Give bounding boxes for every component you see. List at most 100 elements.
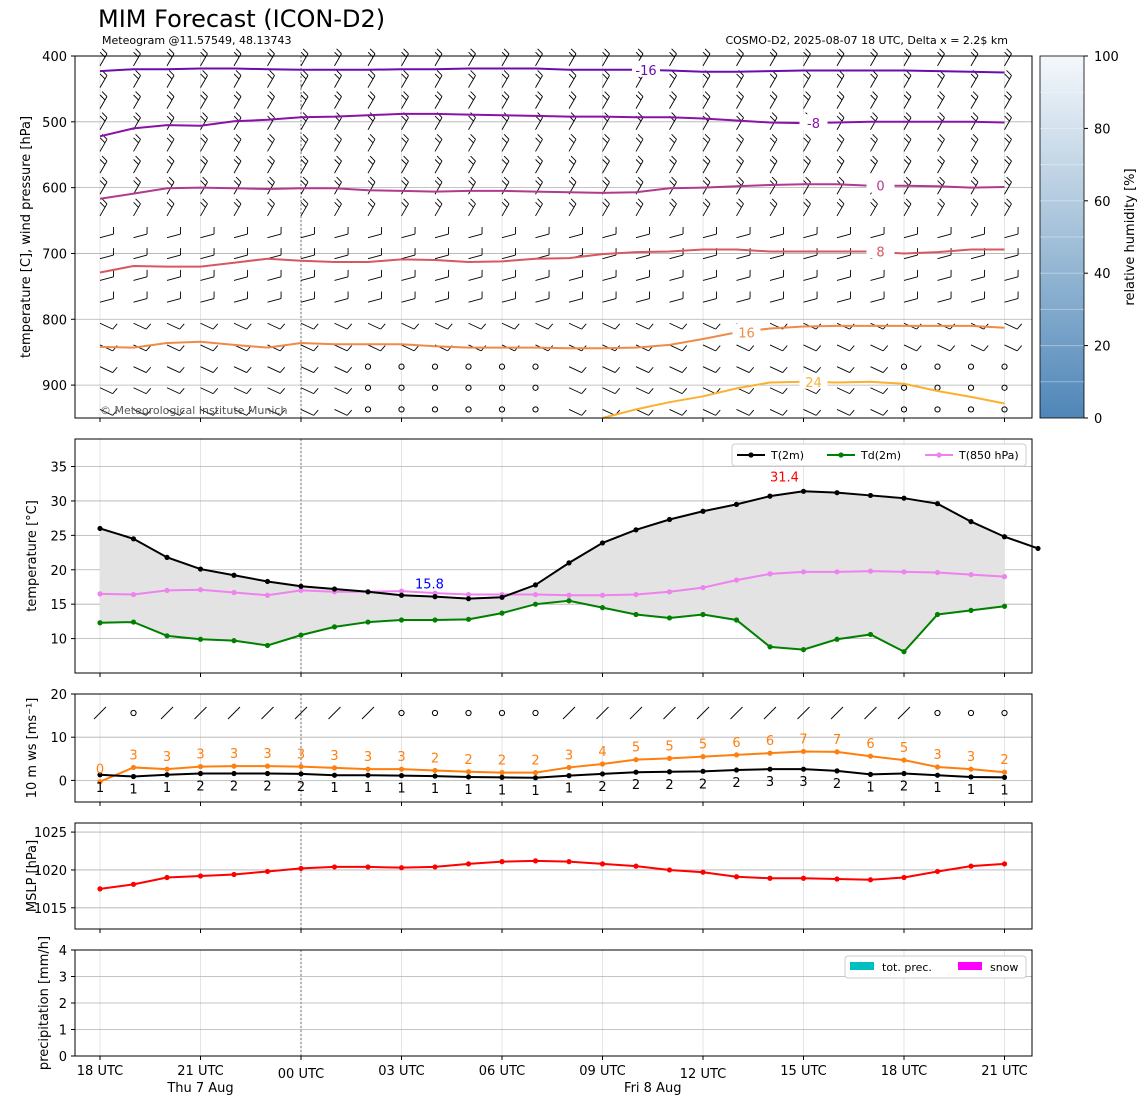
wind-barb [903, 75, 912, 88]
wind-barb [99, 298, 114, 303]
mslp-point [901, 874, 907, 881]
wind-barb-feather [334, 180, 340, 186]
page-title: MIM Forecast (ICON-D2) [98, 5, 386, 33]
wind-barb-feather [704, 155, 711, 162]
humidity-colorbar [1039, 55, 1085, 419]
calm-wind-marker [398, 363, 405, 370]
wind-barb-feather [637, 134, 644, 140]
wind-barb-feather [145, 345, 152, 352]
wind-barb-feather [168, 91, 175, 97]
surface-wind-barb [797, 706, 810, 720]
wind-barb [267, 139, 275, 152]
wind-barb [166, 409, 180, 416]
x-tick-label: 06 UTC [479, 1064, 525, 1079]
mslp-point [599, 861, 606, 867]
wind-barb [903, 276, 918, 281]
gust-point [365, 766, 371, 772]
wind-barb-feather [568, 201, 575, 208]
wind-barb-feather [849, 345, 855, 352]
wind-barb [367, 203, 376, 217]
wind-barb [99, 96, 108, 109]
wind-barb-feather [736, 201, 742, 208]
wind-barb-feather [937, 159, 943, 165]
wind-barb [903, 203, 912, 217]
calm-wind-marker [532, 384, 539, 391]
precip-legend-box [844, 955, 1027, 979]
wind-barb-feather [434, 94, 441, 101]
wind-barb [568, 203, 577, 217]
td2m-point [1001, 603, 1008, 609]
wind-barb-feather [972, 91, 979, 97]
wind-barb [836, 117, 845, 130]
gust-label: 7 [799, 732, 807, 747]
wind-speed-point [97, 772, 103, 778]
wind-barb [133, 344, 147, 352]
wind-barb [535, 203, 543, 217]
wind-barb-feather [983, 345, 989, 352]
wind-barb-feather [771, 112, 778, 118]
td2m-line [99, 599, 1005, 653]
wind-barb [501, 322, 515, 330]
wind-barb [501, 139, 510, 152]
wind-barb-feather [269, 48, 275, 55]
wind-barb-feather [970, 115, 977, 122]
wind-barb-feather [535, 73, 541, 80]
wind-barb [200, 298, 215, 303]
wind-barb-feather [704, 198, 711, 205]
wind-barb-feather [212, 345, 219, 352]
t2m-point [1001, 534, 1008, 540]
wind-barb [535, 160, 543, 174]
wind-barb-feather [937, 115, 943, 122]
mslp-point [566, 859, 572, 865]
wind-barb-feather [403, 70, 409, 76]
wind-barb-feather [233, 201, 240, 208]
calm-wind-marker [364, 384, 372, 391]
wind-barb [937, 298, 952, 303]
gust-label: 3 [565, 748, 573, 763]
wind-barb [99, 254, 114, 260]
wind-barb [334, 160, 342, 174]
wind-barb [602, 139, 610, 152]
wind-barb [233, 409, 247, 416]
wind-barb [200, 160, 208, 174]
wind-barb [166, 96, 175, 109]
wind-barb [367, 75, 376, 88]
wind-barb [568, 96, 577, 109]
wind-barb-feather [202, 70, 208, 76]
surface-wind-barb [261, 706, 274, 720]
wind-barb [267, 276, 282, 281]
wind-barb-feather [916, 345, 922, 352]
wind-barb [300, 366, 314, 373]
wind-barb [233, 254, 248, 260]
wind-barb-feather [346, 366, 353, 373]
gust-label: 4 [598, 745, 606, 760]
wind-barb [300, 160, 309, 174]
wind-barb-feather [537, 70, 543, 76]
wind-barb-feather [671, 134, 677, 140]
wind-barb [334, 298, 349, 303]
wind-barb-feather [367, 137, 374, 144]
x-tick-label: 18 UTC [77, 1064, 123, 1079]
wind-barb-feather [970, 137, 977, 144]
temp-legend: T(2m) Td(2m) T(850 hPa) [731, 443, 1027, 467]
wind-barb [334, 117, 342, 130]
wind-barb-feather [279, 388, 286, 394]
wind-barb-feather [972, 198, 979, 205]
wind-barb-feather [1006, 134, 1012, 140]
wind-barb [669, 276, 684, 281]
wind-barb-feather [168, 134, 175, 140]
t2m-point [867, 492, 874, 499]
gust-point [633, 757, 639, 763]
wind-barb [836, 75, 845, 88]
td2m-point [800, 647, 807, 653]
wind-speed-point [934, 772, 941, 778]
wind-barb-feather [267, 180, 273, 186]
wind-barb [970, 276, 985, 281]
wind-barb-feather [369, 198, 376, 205]
wind-barb [99, 181, 108, 195]
wind-barb [434, 276, 449, 281]
wind-barb-feather [937, 94, 943, 101]
wind-barb-feather [704, 134, 711, 140]
wind-barb-feather [637, 176, 644, 183]
wind-barb [300, 387, 314, 395]
